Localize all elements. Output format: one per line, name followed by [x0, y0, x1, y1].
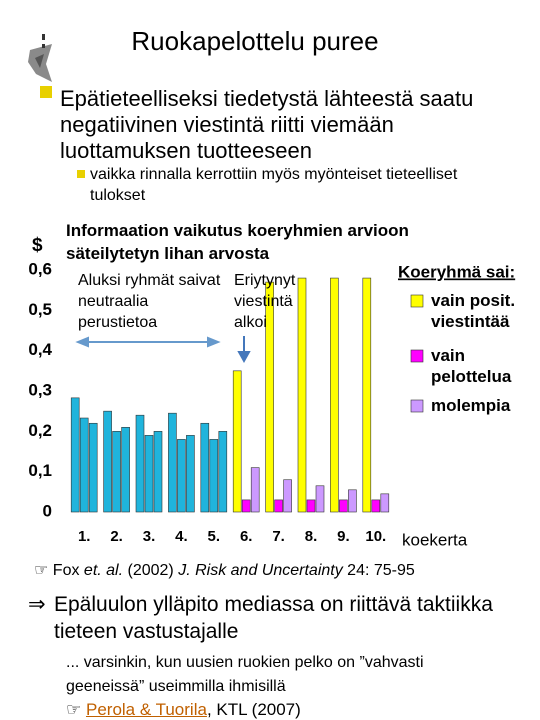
bar — [200, 422, 210, 513]
source: ☞ Perola & Tuorila, KTL (2007) — [66, 700, 301, 720]
bar — [348, 489, 357, 513]
pointer-icon: ☞ — [66, 700, 82, 720]
bar — [177, 439, 186, 513]
bar — [283, 479, 292, 513]
bar — [232, 370, 242, 513]
bar — [209, 439, 219, 513]
annotation-arrow — [237, 336, 251, 364]
source-link[interactable]: Perola & Tuorila — [85, 700, 207, 719]
bar — [306, 499, 316, 513]
legend-swatch — [410, 399, 424, 413]
bar — [380, 493, 390, 513]
arrow-icon: ⇒ — [28, 592, 46, 616]
legend-swatch — [410, 294, 424, 308]
legend-title: Koeryhmä sai: — [398, 262, 515, 281]
y-tick-label: 0,1 — [28, 461, 52, 480]
bar — [362, 277, 372, 513]
chart-title: Informaation vaikutus koeryhmien arvioon… — [66, 221, 409, 263]
bar — [339, 499, 348, 513]
slide-title: Ruokapelottelu puree — [131, 26, 379, 56]
bar — [218, 431, 228, 513]
y-tick-label: 0 — [43, 501, 52, 520]
sub-bullet-text: vaikka rinnalla kerrottiin myös myönteis… — [90, 166, 458, 204]
bullet-text: Epätieteelliseksi tiedetystä lähteestä s… — [60, 86, 474, 163]
annotation-arrow — [75, 336, 221, 348]
bar — [88, 422, 98, 513]
x-tick-label: 5. — [208, 528, 221, 545]
bar — [371, 499, 381, 513]
conclusion-text: Epäluulon ylläpito mediassa on riittävä … — [54, 593, 493, 643]
y-tick-label: 0,6 — [28, 259, 52, 278]
note-text: ... varsinkin, kun uusien ruokien pelko … — [66, 654, 424, 695]
y-tick-label: 0,3 — [28, 380, 52, 399]
bar — [330, 277, 339, 513]
bar — [274, 499, 283, 513]
legend-label: vain pelottelua — [431, 346, 512, 386]
annotation: Aluksi ryhmät saivat neutraalia perustie… — [78, 272, 221, 331]
bar — [135, 414, 145, 513]
bar — [144, 435, 154, 513]
y-tick-label: 0,4 — [28, 340, 52, 359]
x-tick-label: 3. — [143, 528, 156, 545]
source-text: , KTL (2007) — [206, 700, 301, 719]
bar — [186, 435, 195, 513]
bar — [79, 417, 89, 513]
bar — [153, 431, 163, 513]
bar — [297, 277, 307, 513]
x-tick-label: 1. — [78, 528, 91, 545]
reference-text: (2002) — [123, 562, 179, 579]
annotation: Eriytynyt viestintä alkoi — [234, 272, 296, 331]
bullet-marker — [40, 86, 52, 98]
x-tick-label: 4. — [175, 528, 188, 545]
bar — [315, 485, 325, 513]
reference-text: et. al. — [83, 562, 124, 579]
y-axis-label: $ — [32, 235, 43, 256]
x-tick-label: 8. — [305, 528, 318, 545]
bar — [121, 426, 130, 513]
x-axis-label: koekerta — [402, 530, 468, 549]
y-tick-label: 0,2 — [28, 421, 52, 440]
y-tick-label: 0,5 — [28, 300, 52, 319]
reference: ☞ Fox et. al. (2002) J. Risk and Uncerta… — [34, 560, 415, 580]
bar — [70, 397, 80, 513]
x-tick-label: 9. — [337, 528, 350, 545]
x-tick-label: 10. — [365, 528, 386, 545]
reference-text: Fox — [52, 562, 84, 579]
x-tick-label: 7. — [272, 528, 285, 545]
bullet-marker — [77, 170, 85, 178]
reference-text: 24: 75-95 — [342, 562, 415, 579]
bar — [103, 410, 112, 513]
bar — [250, 467, 260, 513]
legend-label: molempia — [431, 396, 511, 415]
bar — [112, 431, 121, 513]
legend-swatch — [410, 349, 424, 363]
logo — [28, 34, 52, 82]
bar — [241, 499, 251, 513]
reference-text: J. Risk and Uncertainty — [178, 562, 343, 579]
bar — [168, 412, 177, 513]
x-tick-label: 6. — [240, 528, 253, 545]
bar — [265, 281, 274, 513]
legend-label: vain posit. viestintää — [431, 291, 516, 331]
x-tick-label: 2. — [110, 528, 123, 545]
pointer-icon: ☞ — [34, 560, 49, 579]
